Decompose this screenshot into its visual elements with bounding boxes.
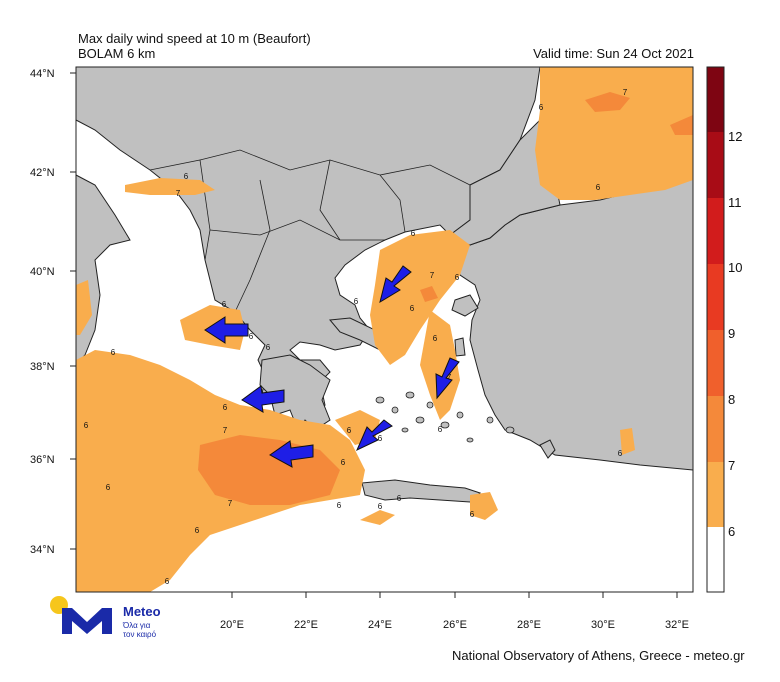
contour-label: 6	[111, 348, 116, 357]
lat-label: 36°N	[30, 454, 55, 466]
contour-label: 6	[354, 297, 359, 306]
arrow-ionian-mid	[241, 385, 285, 413]
map-title: Max daily wind speed at 10 m (Beaufort)	[78, 31, 311, 46]
contour-label: 6	[618, 449, 623, 458]
contour-label: 6	[223, 403, 228, 412]
colorbar-label: 11	[728, 195, 742, 210]
contour-label: 6	[433, 334, 438, 343]
colorbar-swatch	[707, 67, 724, 132]
lon-label: 22°E	[294, 619, 318, 631]
contour-label: 6	[266, 343, 271, 352]
contour-label: 6	[438, 425, 443, 434]
lon-label: 24°E	[368, 619, 392, 631]
colorbar: 6 7 8 9 10 11 12	[706, 66, 742, 593]
contour-label: 6	[397, 494, 402, 503]
land-lesvos	[451, 294, 479, 317]
contour-label: 7	[223, 426, 228, 435]
colorbar-swatch	[707, 264, 724, 330]
arrow-cyclades	[356, 419, 393, 452]
contour-label: 7	[447, 373, 452, 382]
meteo-m-icon	[62, 608, 112, 634]
lat-label: 40°N	[30, 266, 55, 278]
contour-label: 6	[337, 501, 342, 510]
contour-label: 6	[378, 502, 383, 511]
contour-labels: 6 7 6 7 6 6 7 6 6 6 6 6 7 6 7 6 6 6 6 6 …	[84, 88, 628, 586]
lat-label: 42°N	[30, 167, 55, 179]
contour-label: 6	[222, 300, 227, 309]
logo-tagline: Όλα για τον καιρό	[123, 621, 169, 639]
logo-tagline-1: Όλα για	[123, 621, 151, 630]
logo-brand: Meteo	[123, 604, 161, 619]
contour-label: 7	[430, 271, 435, 280]
lon-label: 28°E	[517, 619, 541, 631]
contour-label: 6	[341, 458, 346, 467]
latitude-axis: 44°N 42°N 40°N 38°N 36°N 34°N	[30, 68, 76, 556]
colorbar-label: 9	[728, 326, 735, 341]
lon-label: 20°E	[220, 619, 244, 631]
model-label: BOLAM 6 km	[78, 46, 156, 61]
contour-label: 6	[165, 577, 170, 586]
colorbar-swatch	[707, 198, 724, 264]
lat-label: 34°N	[30, 544, 55, 556]
footer-credit: National Observatory of Athens, Greece -…	[452, 648, 745, 663]
contour-label: 6	[596, 183, 601, 192]
colorbar-swatch	[707, 330, 724, 396]
lat-label: 44°N	[30, 68, 55, 80]
map-area	[76, 67, 693, 592]
colorbar-label: 12	[728, 129, 742, 144]
land-rhodes	[539, 439, 556, 459]
lon-label: 32°E	[665, 619, 689, 631]
contour-label: 6	[347, 426, 352, 435]
country-borders	[149, 149, 471, 313]
map-frame	[75, 66, 694, 593]
contour-label: 7	[228, 499, 233, 508]
contour-label: 6	[455, 273, 460, 282]
land-balkans	[76, 67, 541, 422]
contour-label: 6	[410, 304, 415, 313]
colorbar-label: 10	[728, 260, 742, 275]
contour-label: 6	[539, 103, 544, 112]
wind-arrows	[204, 265, 460, 468]
lon-label: 30°E	[591, 619, 615, 631]
colorbar-label: 6	[728, 524, 735, 539]
contour-label: 6	[249, 332, 254, 341]
contour-label: 6	[184, 172, 189, 181]
logo-tagline-2: τον καιρό	[123, 630, 157, 639]
lat-label: 38°N	[30, 361, 55, 373]
arrow-east-aegean	[435, 357, 460, 400]
contour-label: 6	[106, 483, 111, 492]
colorbar-swatch	[707, 527, 724, 592]
contour-label: 6	[411, 229, 416, 238]
colorbar-swatch	[707, 132, 724, 198]
arrow-south-peloponnese	[269, 440, 314, 468]
contour-label: 7	[623, 88, 628, 97]
meteo-logo: Meteo Όλα για τον καιρό	[50, 596, 170, 641]
colorbar-label: 7	[728, 458, 735, 473]
longitude-axis: 20°E 22°E 24°E 26°E 28°E 30°E 32°E	[220, 592, 689, 631]
valid-time: Valid time: Sun 24 Oct 2021	[533, 46, 694, 61]
colorbar-swatch	[707, 462, 724, 527]
colorbar-label: 8	[728, 392, 735, 407]
land-cyclades	[346, 391, 515, 443]
arrow-north-aegean	[379, 265, 412, 304]
arrow-ionian-north	[204, 316, 249, 344]
contour-label: 6	[470, 510, 475, 519]
colorbar-frame	[706, 66, 725, 593]
land-chios	[454, 337, 466, 357]
colorbar-swatch	[707, 396, 724, 462]
contour-label: 6	[84, 421, 89, 430]
lon-label: 26°E	[443, 619, 467, 631]
contour-label: 7	[176, 189, 181, 198]
contour-label: 6	[378, 434, 383, 443]
contour-label: 6	[195, 526, 200, 535]
